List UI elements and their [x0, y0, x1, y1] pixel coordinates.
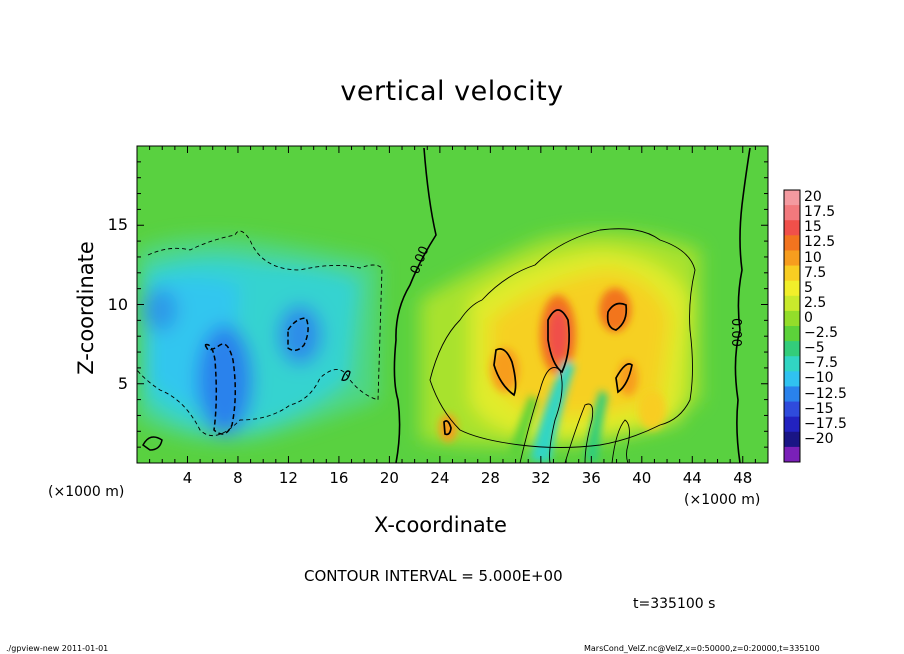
colorbar-label: 12.5: [804, 234, 836, 251]
velocity-field: [137, 146, 768, 463]
colorbar-label: −15: [804, 400, 834, 417]
colorbar-segment: [784, 235, 800, 251]
colorbar-segment: [784, 386, 800, 403]
y-tick-marks: [137, 161, 768, 448]
colorbar-segment: [784, 265, 800, 282]
y-tick-label: 10: [107, 294, 128, 314]
colorbar-label: 17.5: [804, 204, 836, 221]
colorbar-segment: [784, 310, 800, 327]
colorbar: [783, 189, 801, 463]
x-tick-label: 40: [632, 469, 652, 487]
chart-title: vertical velocity: [340, 76, 564, 107]
y-tick-label: 5: [117, 373, 128, 393]
colorbar-label: 2.5: [804, 294, 827, 311]
y-tick-label: 15: [107, 215, 128, 235]
x-tick-label: 44: [682, 469, 702, 487]
colorbar-label: 20: [804, 189, 822, 206]
x-unit-right: (×1000 m): [684, 492, 761, 508]
x-tick-label: 12: [278, 469, 298, 487]
x-unit-left: (×1000 m): [48, 484, 125, 500]
x-tick-label: 36: [581, 469, 601, 487]
x-tick-label: 4: [182, 469, 193, 487]
colorbar-segment: [784, 431, 800, 448]
x-tick-marks: [149, 146, 756, 463]
colorbar-segment: [784, 371, 800, 387]
x-tick-label: 32: [531, 469, 551, 487]
colorbar-label: −2.5: [804, 325, 838, 342]
colorbar-frame: [783, 189, 801, 463]
x-axis-label: X-coordinate: [374, 513, 507, 537]
colorbar-label: −10: [804, 370, 834, 387]
colorbar-label: −17.5: [804, 415, 847, 432]
colorbar-label: 15: [804, 219, 822, 236]
colorbar-label: 0: [804, 310, 813, 326]
time-label: t=335100 s: [633, 596, 716, 612]
colorbar-label: 10: [804, 249, 822, 266]
x-tick-label: 24: [430, 469, 450, 487]
colorbar-segment: [784, 280, 800, 297]
x-tick-label: 48: [733, 469, 753, 487]
colorbar-segment: [784, 295, 800, 312]
contour-label-right: 0.00: [728, 318, 743, 347]
x-tick-label: 20: [379, 469, 399, 487]
colorbar-label: −5: [804, 340, 825, 357]
colorbar-segment: [784, 416, 800, 433]
colorbar-segment: [784, 250, 800, 267]
footer-left: ./gpview-new 2011-01-01: [6, 644, 109, 653]
colorbar-label: −7.5: [804, 355, 838, 372]
x-tick-label: 16: [329, 469, 349, 487]
colorbar-segment: [784, 341, 800, 357]
colorbar-segment: [784, 326, 800, 342]
contour-lines: [137, 147, 751, 463]
x-tick-label: 28: [480, 469, 500, 487]
colorbar-label: −12.5: [804, 385, 847, 402]
colorbar-segment: [784, 190, 800, 206]
colorbar-segment: [784, 205, 800, 221]
colorbar-segment: [784, 401, 800, 418]
colorbar-segment: [784, 356, 800, 372]
colorbar-segment: [784, 446, 800, 463]
y-axis-label: Z-coordinate: [74, 241, 98, 375]
contour-interval: CONTOUR INTERVAL = 5.000E+00: [304, 567, 563, 585]
colorbar-label: −20: [804, 430, 834, 447]
colorbar-segment: [784, 220, 800, 236]
colorbar-label: 5: [804, 279, 813, 296]
x-tick-label: 8: [233, 469, 243, 487]
colorbar-label: 7.5: [804, 264, 827, 281]
footer-right: MarsCond_VelZ.nc@VelZ,x=0:50000,z=0:2000…: [584, 644, 820, 653]
